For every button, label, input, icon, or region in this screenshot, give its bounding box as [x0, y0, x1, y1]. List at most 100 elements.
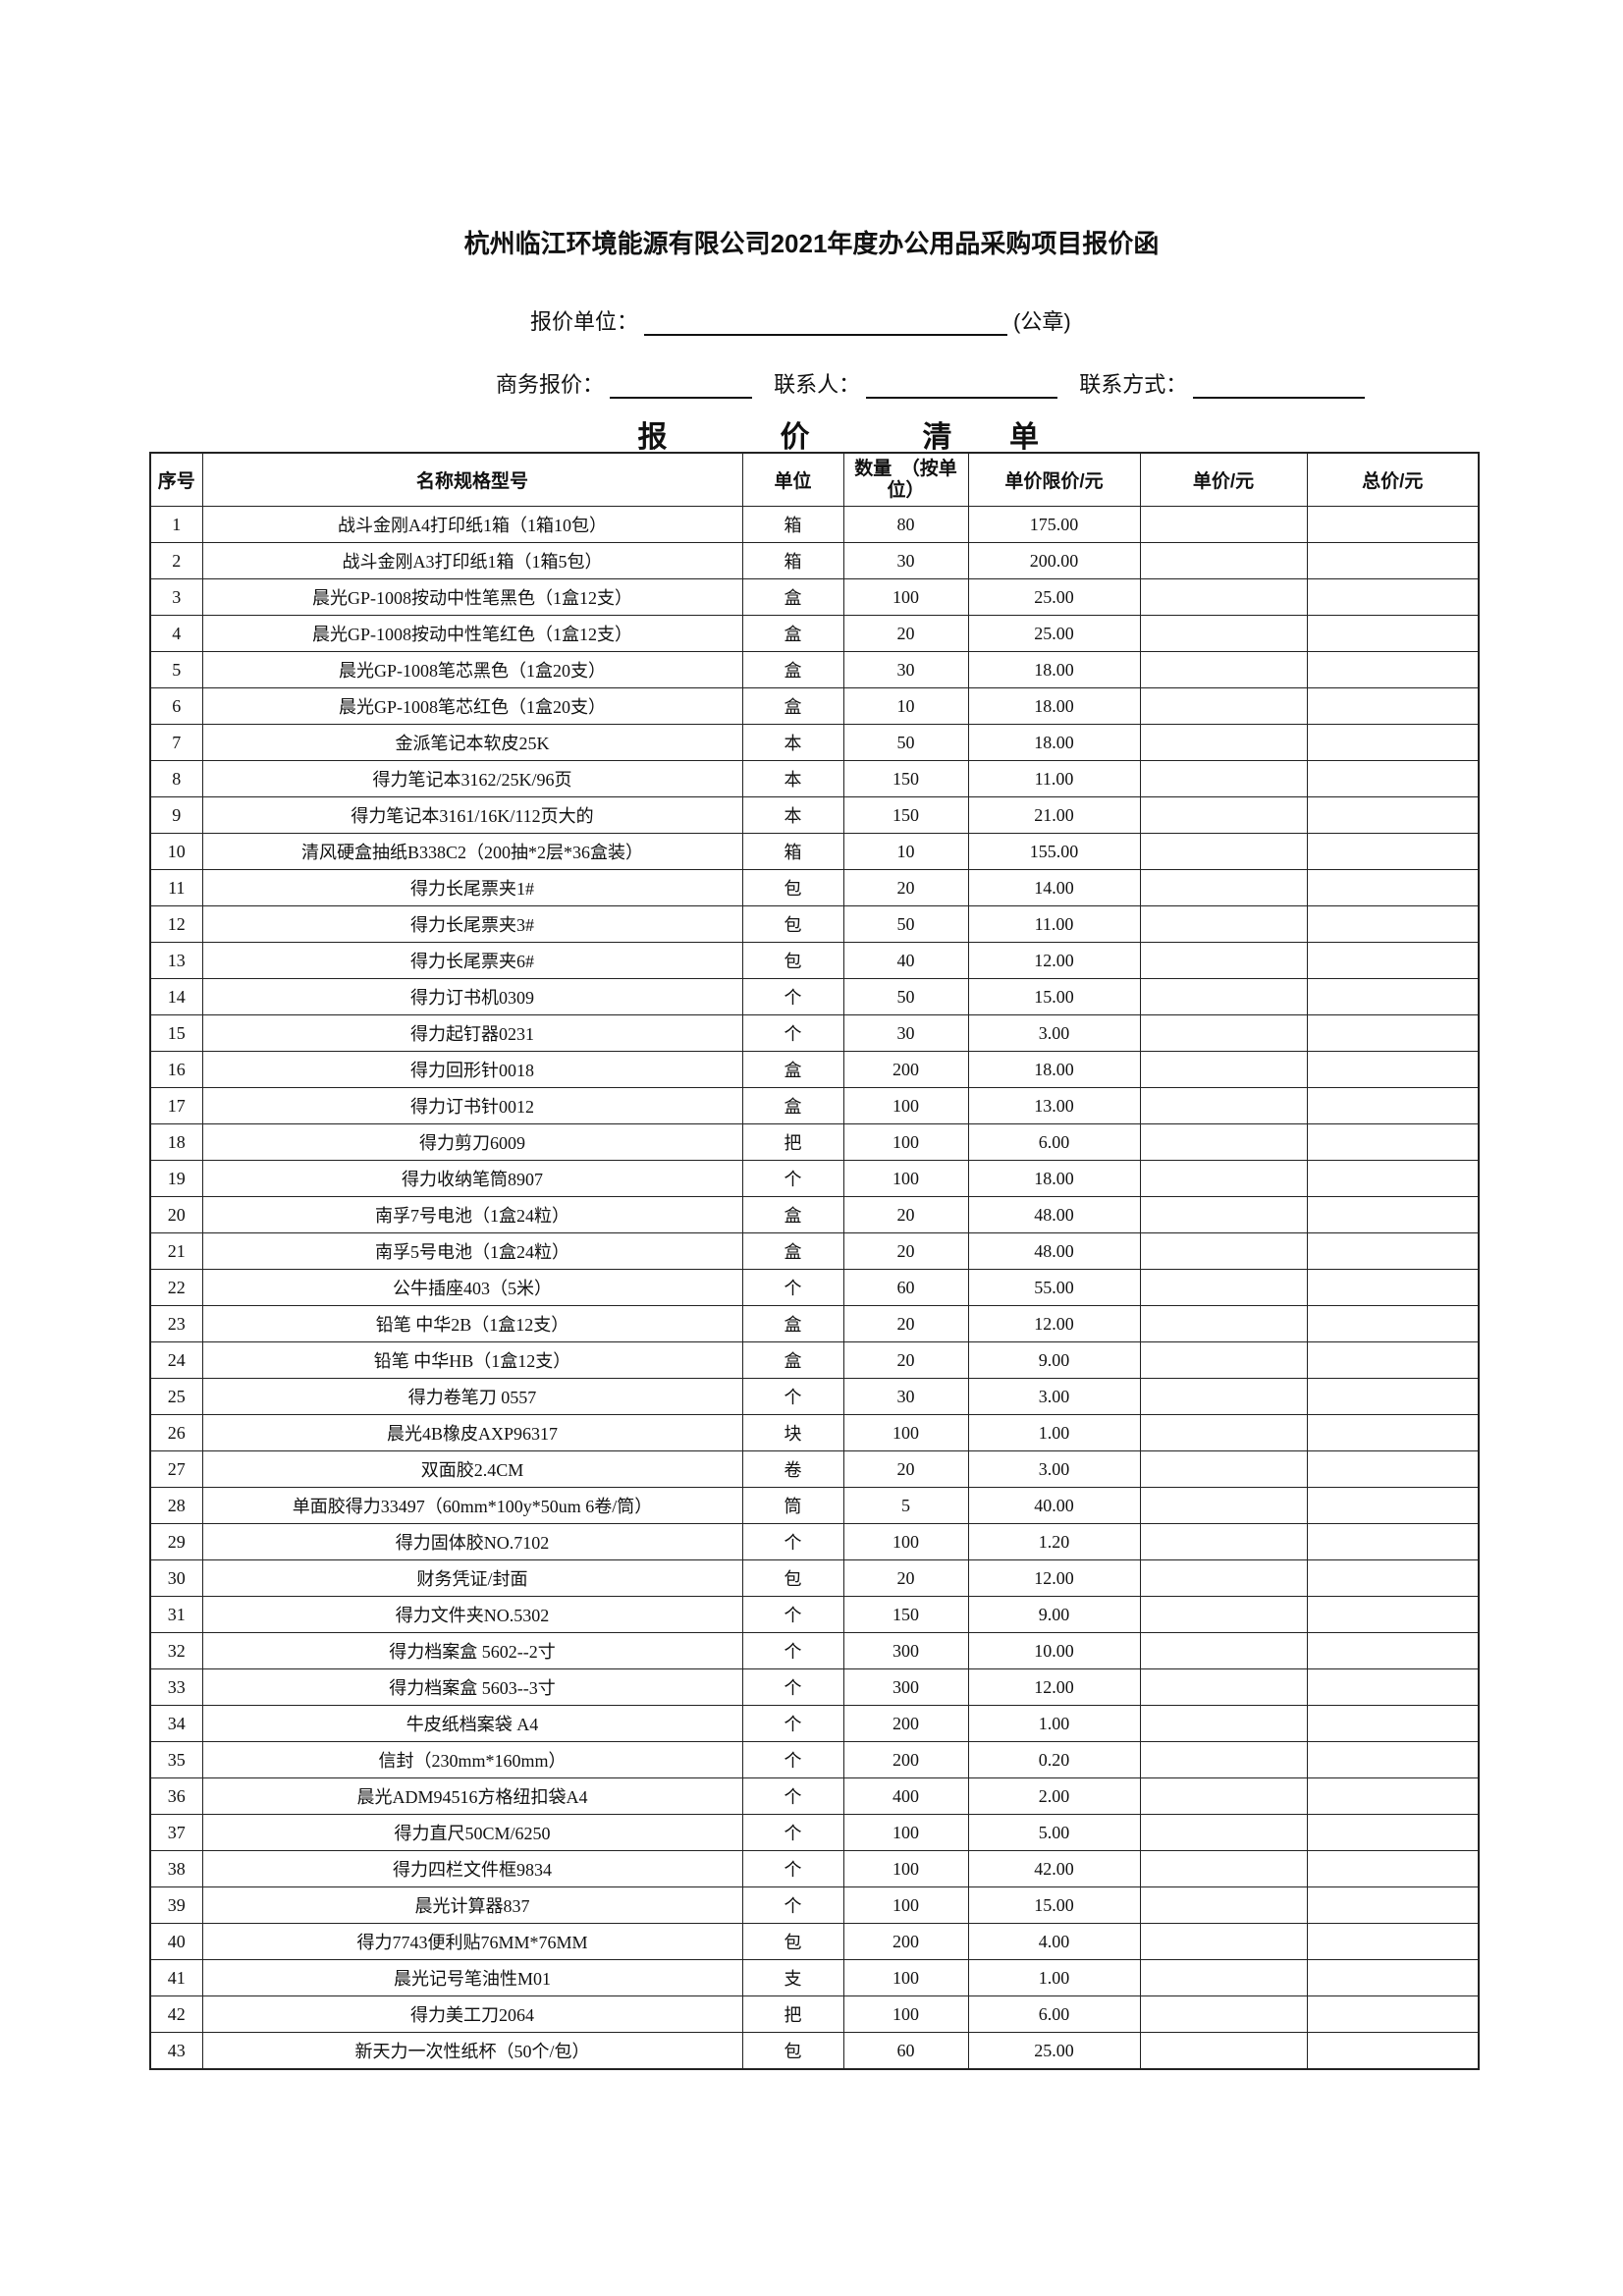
cell-unit-price[interactable]: [1139, 1995, 1308, 2033]
cell-unit-price[interactable]: [1139, 1923, 1308, 1960]
cell-limit-price: 6.00: [967, 1123, 1141, 1161]
cell-total-price[interactable]: [1306, 724, 1480, 761]
cell-unit: 个: [741, 1523, 844, 1560]
cell-total-price[interactable]: [1306, 1995, 1480, 2033]
cell-total-price[interactable]: [1306, 1523, 1480, 1560]
cell-unit-price[interactable]: [1139, 1123, 1308, 1161]
cell-unit-price[interactable]: [1139, 1668, 1308, 1706]
cell-total-price[interactable]: [1306, 1414, 1480, 1451]
cell-unit-price[interactable]: [1139, 724, 1308, 761]
cell-total-price[interactable]: [1306, 1850, 1480, 1887]
cell-total-price[interactable]: [1306, 1705, 1480, 1742]
cell-unit-price[interactable]: [1139, 651, 1308, 688]
cell-total-price[interactable]: [1306, 1596, 1480, 1633]
cell-unit-price[interactable]: [1139, 542, 1308, 579]
cell-total-price[interactable]: [1306, 1051, 1480, 1088]
cell-total-price[interactable]: [1306, 687, 1480, 725]
cell-total-price[interactable]: [1306, 1668, 1480, 1706]
cell-unit-price[interactable]: [1139, 978, 1308, 1015]
cell-total-price[interactable]: [1306, 1450, 1480, 1488]
cell-total-price[interactable]: [1306, 2032, 1480, 2070]
cell-unit-price[interactable]: [1139, 1559, 1308, 1597]
header-index: 序号: [149, 452, 203, 507]
cell-total-price[interactable]: [1306, 905, 1480, 943]
cell-unit-price[interactable]: [1139, 2032, 1308, 2070]
cell-unit-price[interactable]: [1139, 1777, 1308, 1815]
cell-quantity: 20: [842, 869, 969, 906]
cell-unit-price[interactable]: [1139, 1741, 1308, 1778]
cell-unit-price[interactable]: [1139, 942, 1308, 979]
cell-total-price[interactable]: [1306, 1269, 1480, 1306]
quote-unit-field[interactable]: [644, 314, 1008, 336]
cell-limit-price: 5.00: [967, 1814, 1141, 1851]
cell-total-price[interactable]: [1306, 796, 1480, 834]
cell-unit-price[interactable]: [1139, 1814, 1308, 1851]
cell-unit: 盒: [741, 1305, 844, 1342]
cell-unit-price[interactable]: [1139, 1051, 1308, 1088]
cell-total-price[interactable]: [1306, 1232, 1480, 1270]
cell-total-price[interactable]: [1306, 833, 1480, 870]
cell-unit: 包: [741, 905, 844, 943]
cell-unit-price[interactable]: [1139, 1378, 1308, 1415]
cell-unit-price[interactable]: [1139, 1632, 1308, 1669]
cell-unit-price[interactable]: [1139, 687, 1308, 725]
cell-total-price[interactable]: [1306, 942, 1480, 979]
cell-total-price[interactable]: [1306, 1014, 1480, 1052]
cell-total-price[interactable]: [1306, 1959, 1480, 1996]
cell-total-price[interactable]: [1306, 1923, 1480, 1960]
cell-unit-price[interactable]: [1139, 506, 1308, 543]
cell-unit-price[interactable]: [1139, 615, 1308, 652]
cell-unit-price[interactable]: [1139, 1886, 1308, 1924]
cell-unit-price[interactable]: [1139, 1232, 1308, 1270]
cell-unit-price[interactable]: [1139, 1487, 1308, 1524]
cell-total-price[interactable]: [1306, 1160, 1480, 1197]
cell-unit-price[interactable]: [1139, 1523, 1308, 1560]
cell-unit-price[interactable]: [1139, 1596, 1308, 1633]
cell-unit-price[interactable]: [1139, 1087, 1308, 1124]
cell-unit-price[interactable]: [1139, 905, 1308, 943]
cell-unit-price[interactable]: [1139, 1450, 1308, 1488]
cell-unit-price[interactable]: [1139, 796, 1308, 834]
cell-total-price[interactable]: [1306, 1123, 1480, 1161]
cell-total-price[interactable]: [1306, 1559, 1480, 1597]
cell-total-price[interactable]: [1306, 1341, 1480, 1379]
cell-unit-price[interactable]: [1139, 578, 1308, 616]
cell-total-price[interactable]: [1306, 651, 1480, 688]
cell-total-price[interactable]: [1306, 1305, 1480, 1342]
cell-total-price[interactable]: [1306, 542, 1480, 579]
business-quote-field[interactable]: [610, 377, 753, 399]
cell-unit-price[interactable]: [1139, 1414, 1308, 1451]
cell-total-price[interactable]: [1306, 1632, 1480, 1669]
cell-total-price[interactable]: [1306, 1087, 1480, 1124]
cell-total-price[interactable]: [1306, 1741, 1480, 1778]
cell-unit-price[interactable]: [1139, 1269, 1308, 1306]
cell-unit-price[interactable]: [1139, 760, 1308, 797]
cell-unit-price[interactable]: [1139, 1160, 1308, 1197]
cell-total-price[interactable]: [1306, 506, 1480, 543]
cell-total-price[interactable]: [1306, 578, 1480, 616]
cell-unit-price[interactable]: [1139, 1850, 1308, 1887]
cell-unit-price[interactable]: [1139, 833, 1308, 870]
cell-total-price[interactable]: [1306, 1777, 1480, 1815]
cell-total-price[interactable]: [1306, 1196, 1480, 1233]
cell-unit-price[interactable]: [1139, 869, 1308, 906]
cell-total-price[interactable]: [1306, 1886, 1480, 1924]
cell-unit-price[interactable]: [1139, 1705, 1308, 1742]
cell-total-price[interactable]: [1306, 978, 1480, 1015]
cell-total-price[interactable]: [1306, 1814, 1480, 1851]
cell-total-price[interactable]: [1306, 1378, 1480, 1415]
contact-field[interactable]: [866, 377, 1058, 399]
cell-total-price[interactable]: [1306, 869, 1480, 906]
cell-unit-price[interactable]: [1139, 1196, 1308, 1233]
cell-unit-price[interactable]: [1139, 1305, 1308, 1342]
table-header-row: 序号 名称规格型号 单位 数量 （按单位） 单价限价/元 单价/元 总价/元: [149, 452, 1480, 507]
cell-total-price[interactable]: [1306, 615, 1480, 652]
cell-total-price[interactable]: [1306, 760, 1480, 797]
cell-unit-price[interactable]: [1139, 1341, 1308, 1379]
contact-method-field[interactable]: [1193, 377, 1366, 399]
cell-limit-price: 13.00: [967, 1087, 1141, 1124]
cell-limit-price: 18.00: [967, 651, 1141, 688]
cell-unit-price[interactable]: [1139, 1959, 1308, 1996]
cell-unit-price[interactable]: [1139, 1014, 1308, 1052]
cell-total-price[interactable]: [1306, 1487, 1480, 1524]
